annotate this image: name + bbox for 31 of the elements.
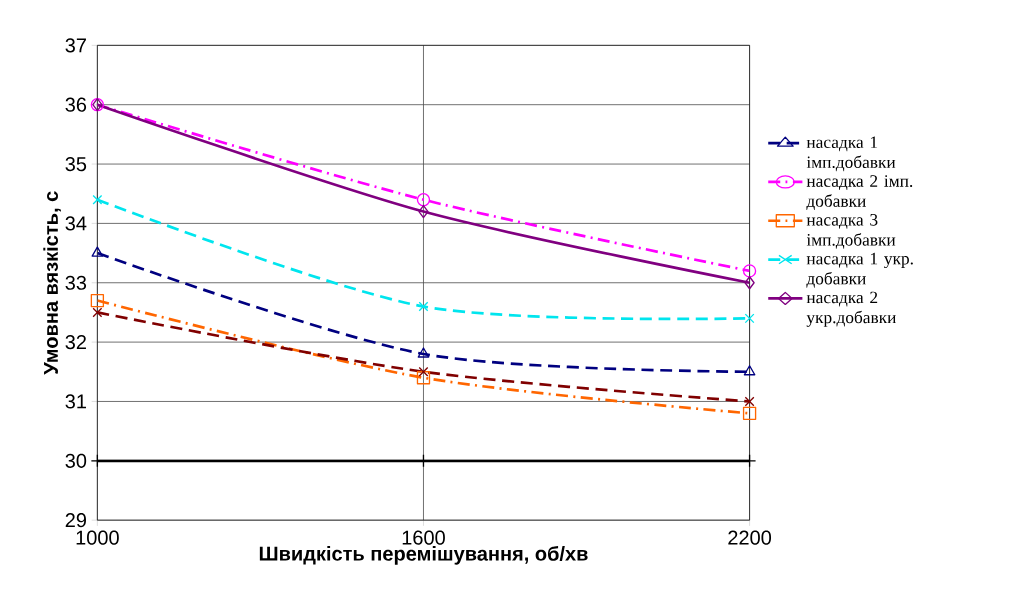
y-tick-label: 33 <box>65 275 87 290</box>
point <box>416 370 431 385</box>
point <box>743 365 756 376</box>
point <box>744 313 755 324</box>
x-tick-label: 1600 <box>402 530 445 545</box>
point <box>92 194 103 205</box>
point <box>418 366 429 377</box>
point <box>90 293 105 308</box>
y-tick-label: 29 <box>65 512 86 528</box>
x-axis-title: Швидкість перемішування, об/хв <box>259 545 588 565</box>
point <box>417 347 430 358</box>
y-axis-title: Умовна вязкість, с <box>43 191 61 375</box>
x-tick-label: 2200 <box>728 530 772 545</box>
y-tick-label: 30 <box>65 453 87 468</box>
y-tick-label: 36 <box>65 97 87 112</box>
y-tick-label: 35 <box>65 156 87 172</box>
x-tick-label: 1000 <box>76 530 119 545</box>
point <box>91 246 104 257</box>
point <box>744 275 755 290</box>
point <box>742 264 757 278</box>
y-tick-label: 31 <box>65 394 86 409</box>
point <box>744 396 755 407</box>
point <box>418 204 429 219</box>
point <box>92 307 103 318</box>
y-tick-label: 32 <box>65 334 86 350</box>
y-tick-label: 34 <box>65 216 87 231</box>
point <box>418 301 429 312</box>
point <box>742 406 757 420</box>
legend-label: насадка 2 укр.добавки <box>806 291 896 327</box>
point <box>416 192 431 207</box>
y-tick-label: 37 <box>65 38 86 53</box>
